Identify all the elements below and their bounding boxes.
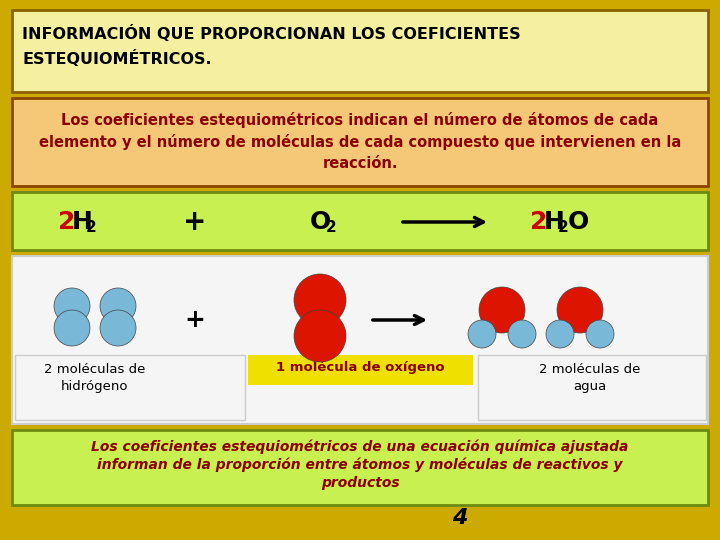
FancyBboxPatch shape	[248, 355, 473, 385]
Text: 1 molécula de oxígeno: 1 molécula de oxígeno	[276, 361, 444, 374]
FancyBboxPatch shape	[12, 192, 708, 250]
Text: 2 moléculas de
agua: 2 moléculas de agua	[539, 363, 641, 393]
Circle shape	[100, 288, 136, 324]
Circle shape	[468, 320, 496, 348]
FancyBboxPatch shape	[12, 430, 708, 505]
Text: informan de la proporción entre átomos y moléculas de reactivos y: informan de la proporción entre átomos y…	[97, 458, 623, 472]
Text: 2: 2	[530, 210, 547, 234]
Circle shape	[54, 288, 90, 324]
Text: productos: productos	[320, 476, 400, 490]
FancyBboxPatch shape	[15, 355, 245, 420]
Text: +: +	[184, 208, 207, 236]
Text: Los coeficientes estequiométricos de una ecuación química ajustada: Los coeficientes estequiométricos de una…	[91, 440, 629, 455]
Text: 4: 4	[452, 508, 468, 528]
Circle shape	[294, 310, 346, 362]
Circle shape	[54, 310, 90, 346]
Text: 2: 2	[86, 220, 96, 235]
Circle shape	[508, 320, 536, 348]
Circle shape	[479, 287, 525, 333]
Text: 2: 2	[326, 220, 337, 235]
Text: INFORMACIÓN QUE PROPORCIONAN LOS COEFICIENTES: INFORMACIÓN QUE PROPORCIONAN LOS COEFICI…	[22, 25, 521, 42]
Text: O: O	[310, 210, 331, 234]
FancyBboxPatch shape	[12, 10, 708, 92]
FancyBboxPatch shape	[12, 256, 708, 424]
FancyBboxPatch shape	[12, 98, 708, 186]
Text: 2: 2	[58, 210, 76, 234]
Circle shape	[557, 287, 603, 333]
Circle shape	[100, 310, 136, 346]
Text: 2: 2	[558, 220, 569, 235]
Text: O: O	[568, 210, 589, 234]
FancyBboxPatch shape	[478, 355, 706, 420]
Text: ESTEQUIOMÉTRICOS.: ESTEQUIOMÉTRICOS.	[22, 50, 212, 67]
Circle shape	[586, 320, 614, 348]
Text: H: H	[544, 210, 565, 234]
Text: +: +	[184, 308, 205, 332]
Circle shape	[294, 274, 346, 326]
Text: 2 moléculas de
hidrógeno: 2 moléculas de hidrógeno	[45, 363, 145, 393]
Text: Los coeficientes estequiométricos indican el número de átomos de cada
elemento y: Los coeficientes estequiométricos indica…	[39, 112, 681, 172]
Text: H: H	[72, 210, 93, 234]
Circle shape	[546, 320, 574, 348]
